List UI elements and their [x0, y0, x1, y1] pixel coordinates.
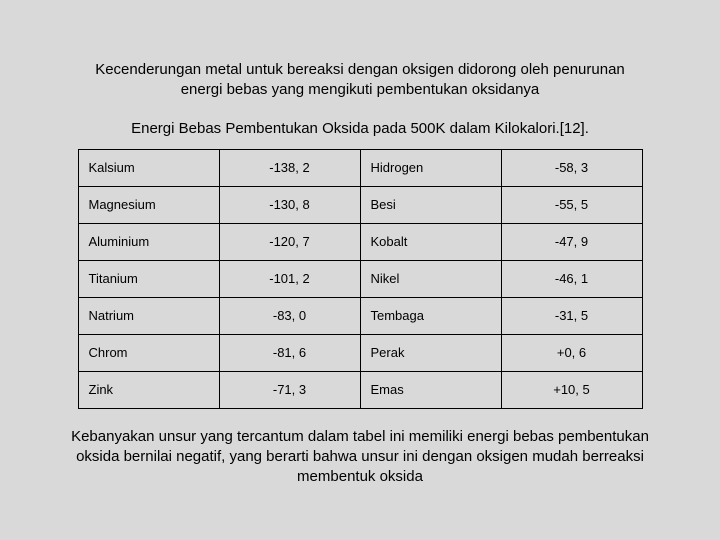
element-cell: Hidrogen — [360, 149, 501, 186]
oxide-energy-table: Kalsium -138, 2 Hidrogen -58, 3 Magnesiu… — [78, 149, 643, 409]
table-row: Titanium -101, 2 Nikel -46, 1 — [78, 260, 642, 297]
table-body: Kalsium -138, 2 Hidrogen -58, 3 Magnesiu… — [78, 149, 642, 408]
value-cell: -120, 7 — [219, 223, 360, 260]
table-row: Chrom -81, 6 Perak +0, 6 — [78, 334, 642, 371]
element-cell: Zink — [78, 371, 219, 408]
element-cell: Perak — [360, 334, 501, 371]
table-row: Zink -71, 3 Emas +10, 5 — [78, 371, 642, 408]
value-cell: -130, 8 — [219, 186, 360, 223]
table-row: Magnesium -130, 8 Besi -55, 5 — [78, 186, 642, 223]
slide-page: Kecenderungan metal untuk bereaksi denga… — [0, 0, 720, 540]
value-cell: -47, 9 — [501, 223, 642, 260]
value-cell: -71, 3 — [219, 371, 360, 408]
element-cell: Natrium — [78, 297, 219, 334]
intro-text: Kecenderungan metal untuk bereaksi denga… — [80, 60, 640, 101]
value-cell: -55, 5 — [501, 186, 642, 223]
value-cell: -138, 2 — [219, 149, 360, 186]
value-cell: +10, 5 — [501, 371, 642, 408]
value-cell: -58, 3 — [501, 149, 642, 186]
element-cell: Titanium — [78, 260, 219, 297]
value-cell: +0, 6 — [501, 334, 642, 371]
element-cell: Nikel — [360, 260, 501, 297]
element-cell: Magnesium — [78, 186, 219, 223]
value-cell: -46, 1 — [501, 260, 642, 297]
element-cell: Emas — [360, 371, 501, 408]
element-cell: Aluminium — [78, 223, 219, 260]
element-cell: Kobalt — [360, 223, 501, 260]
value-cell: -31, 5 — [501, 297, 642, 334]
element-cell: Kalsium — [78, 149, 219, 186]
value-cell: -83, 0 — [219, 297, 360, 334]
table-title: Energi Bebas Pembentukan Oksida pada 500… — [120, 119, 600, 139]
footer-text: Kebanyakan unsur yang tercantum dalam ta… — [60, 427, 660, 488]
table-row: Natrium -83, 0 Tembaga -31, 5 — [78, 297, 642, 334]
table-row: Kalsium -138, 2 Hidrogen -58, 3 — [78, 149, 642, 186]
table-row: Aluminium -120, 7 Kobalt -47, 9 — [78, 223, 642, 260]
value-cell: -101, 2 — [219, 260, 360, 297]
value-cell: -81, 6 — [219, 334, 360, 371]
element-cell: Tembaga — [360, 297, 501, 334]
element-cell: Besi — [360, 186, 501, 223]
element-cell: Chrom — [78, 334, 219, 371]
